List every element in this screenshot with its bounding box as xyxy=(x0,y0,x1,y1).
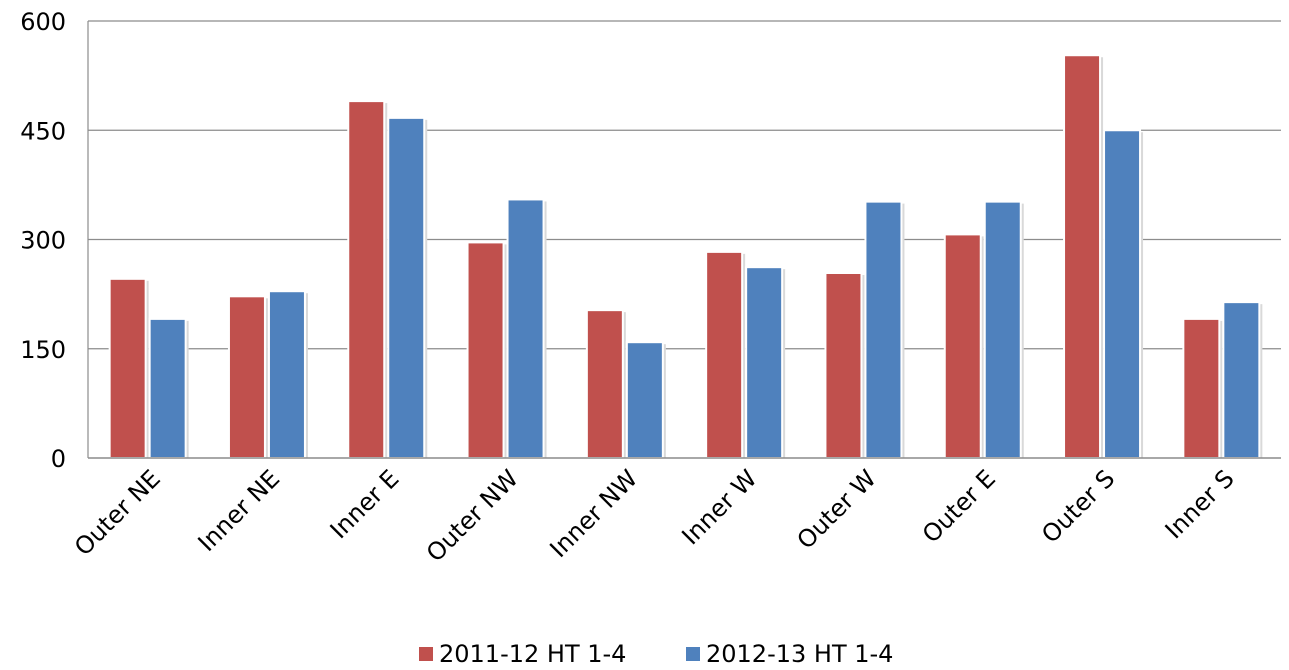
y-tick-label: 600 xyxy=(20,8,66,36)
bar-outer-s-series-1 xyxy=(1063,54,1102,460)
y-tick-label: 150 xyxy=(20,336,66,364)
bar-inner-ne-series-2 xyxy=(267,290,306,459)
x-category-label: Outer E xyxy=(917,464,1001,548)
bar-inner-w-series-1 xyxy=(705,250,744,459)
bar-inner-ne-series-1 xyxy=(227,295,266,459)
x-category-label: Inner S xyxy=(1160,464,1240,544)
y-tick-label: 300 xyxy=(20,227,66,255)
y-tick-label: 450 xyxy=(20,117,66,145)
x-category-label: Inner W xyxy=(676,464,762,550)
legend-label-series-2: 2012-13 HT 1-4 xyxy=(706,640,893,668)
x-category-label: Inner NW xyxy=(544,464,643,563)
legend-label-series-1: 2011-12 HT 1-4 xyxy=(439,640,626,668)
x-category-label: Outer W xyxy=(792,464,882,554)
bar-outer-ne-series-2 xyxy=(148,317,187,459)
bar-inner-w-series-2 xyxy=(745,266,784,459)
bar-outer-ne-series-1 xyxy=(108,277,147,459)
x-category-label: Inner E xyxy=(325,464,405,544)
x-category-label: Outer S xyxy=(1036,464,1120,548)
bar-outer-s-series-2 xyxy=(1103,129,1142,459)
bar-inner-nw-series-1 xyxy=(585,309,624,460)
bar-outer-nw-series-2 xyxy=(506,198,545,459)
legend-swatch-series-2 xyxy=(686,647,700,661)
bars xyxy=(108,54,1263,460)
bar-outer-w-series-2 xyxy=(864,200,903,459)
x-axis-category-labels: Outer NE Inner NE Inner E Outer NW Inner NW I… xyxy=(69,464,1239,567)
x-category-label: Inner NE xyxy=(193,464,286,557)
bar-inner-s-series-2 xyxy=(1222,301,1261,459)
bar-outer-w-series-1 xyxy=(824,272,863,459)
x-category-label: Outer NW xyxy=(421,464,524,567)
bar-inner-nw-series-2 xyxy=(625,341,664,460)
bar-inner-s-series-1 xyxy=(1182,317,1221,459)
bar-outer-e-series-2 xyxy=(983,200,1022,459)
bar-outer-nw-series-1 xyxy=(466,241,505,459)
bar-inner-e-series-2 xyxy=(387,116,426,459)
x-category-label: Outer NE xyxy=(69,464,166,561)
y-tick-label: 0 xyxy=(51,445,66,473)
y-axis-tick-labels: 0 150 300 450 600 xyxy=(20,8,66,473)
bar-outer-e-series-1 xyxy=(943,233,982,459)
legend: 2011-12 HT 1-4 2012-13 HT 1-4 xyxy=(419,640,893,668)
legend-swatch-series-1 xyxy=(419,647,433,661)
bar-inner-e-series-1 xyxy=(347,100,386,459)
